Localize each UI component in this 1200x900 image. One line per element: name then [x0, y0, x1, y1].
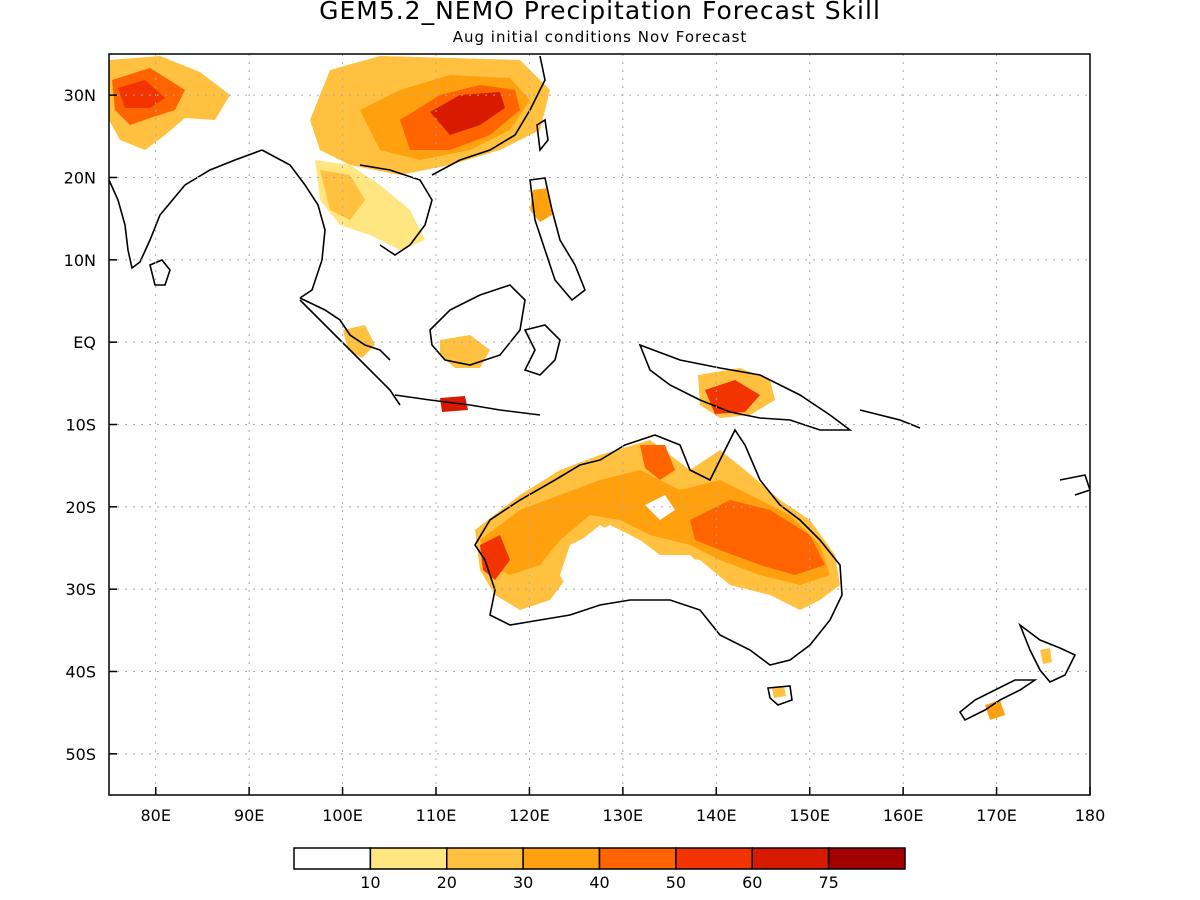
colorbar-swatch [598, 847, 677, 870]
colorbar-swatch [827, 847, 906, 870]
lon-tick-label: 180 [1075, 806, 1106, 825]
coast-malay [299, 297, 391, 361]
shade-newguinea-core [705, 380, 760, 414]
lat-tick-label: 10N [64, 251, 96, 270]
lon-tick-label: 90E [234, 806, 264, 825]
colorbar-swatch [675, 847, 753, 870]
shade-australia-core [690, 500, 825, 575]
colorbar-label: 30 [513, 873, 533, 892]
skill-shading [109, 56, 1052, 720]
shade-philippines [530, 188, 552, 222]
colorbar: 10 20 30 40 50 60 75 [293, 847, 906, 892]
shade-tibet-max [118, 80, 165, 108]
shade-java [440, 396, 468, 412]
lat-tick-label: 30N [64, 86, 96, 105]
coast-newguinea [638, 343, 853, 431]
shade-borneo [440, 335, 490, 368]
lon-tick-label: 160E [883, 806, 924, 825]
colorbar-label: 10 [360, 873, 380, 892]
coast-srilanka [149, 259, 171, 286]
shade-gulf [640, 445, 675, 480]
shade-china-max [430, 92, 505, 135]
coast-india [109, 149, 263, 270]
colorbar-label: 60 [742, 873, 762, 892]
coast-nz-south [958, 679, 1038, 722]
coast-sulawesi [523, 324, 561, 376]
coast-china [431, 55, 546, 176]
coast-indochina [359, 164, 433, 256]
shade-nz-north [1040, 648, 1052, 664]
colorbar-swatch [446, 847, 524, 870]
colorbar-swatch [522, 847, 601, 870]
colorbar-label: 75 [818, 873, 838, 892]
lon-tick-label: 150E [789, 806, 830, 825]
lat-tick-label: 40S [65, 663, 96, 682]
shade-indochina-b [320, 170, 365, 220]
lon-tick-label: 130E [603, 806, 644, 825]
shade-australia-south [560, 525, 805, 650]
coast-borneo [429, 284, 526, 366]
coastlines [109, 55, 1090, 722]
lon-tick-label: 140E [696, 806, 737, 825]
coast-sumatra [299, 299, 401, 406]
colorbar-swatch [751, 847, 830, 870]
coast-tasmania [767, 685, 793, 706]
lat-tick-label: 20N [64, 169, 96, 188]
lon-labels: 80E 90E 100E 110E 120E 130E 140E 150E 160E 170E 18… [140, 787, 1105, 825]
colorbar-label: 20 [437, 873, 457, 892]
coast-pacific-islands [859, 409, 1090, 496]
shade-nz-south [985, 700, 1005, 720]
lon-tick-label: 170E [976, 806, 1017, 825]
lon-tick-label: 80E [140, 806, 170, 825]
lat-tick-label: 30S [65, 580, 96, 599]
lat-tick-label: 10S [65, 416, 96, 435]
lon-tick-label: 110E [416, 806, 457, 825]
shade-australia-hole [645, 495, 675, 520]
chart-subtitle: Aug initial conditions Nov Forecast [452, 28, 748, 46]
coast-philippines [529, 177, 586, 302]
coast-bay-bengal [261, 149, 326, 299]
lon-tick-label: 100E [322, 806, 363, 825]
colorbar-label: 40 [589, 873, 609, 892]
grid-lines [109, 54, 1090, 795]
lat-tick-label: 50S [65, 745, 96, 764]
chart-title: GEM5.2_NEMO Precipitation Forecast Skill [319, 0, 881, 25]
lat-tick-label: EQ [73, 333, 96, 352]
lon-tick-label: 120E [509, 806, 550, 825]
colorbar-swatch [369, 847, 448, 870]
coast-taiwan [536, 118, 549, 152]
colorbar-swatch [293, 847, 372, 870]
coast-nz-north [1018, 622, 1077, 683]
colorbar-label: 50 [666, 873, 686, 892]
coast-australia [474, 428, 843, 666]
lat-tick-label: 20S [65, 498, 96, 517]
shade-tasmania [772, 686, 786, 698]
coast-java [394, 394, 541, 416]
lat-labels: 30N 20N 10N EQ 10S 20S 30S 40S 50S [64, 86, 117, 764]
